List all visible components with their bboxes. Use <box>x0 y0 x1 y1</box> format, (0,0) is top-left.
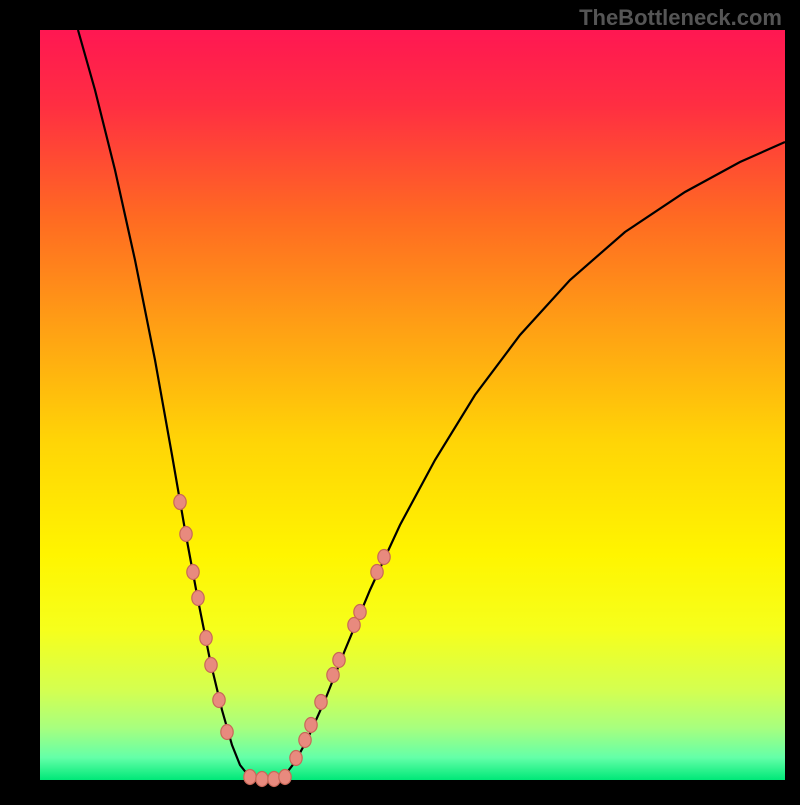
marker-right-0 <box>290 751 302 766</box>
marker-left-4 <box>200 631 212 646</box>
marker-right-5 <box>333 653 345 668</box>
marker-left-5 <box>205 658 217 673</box>
marker-left-7 <box>221 725 233 740</box>
marker-right-7 <box>354 605 366 620</box>
marker-bottom-0 <box>244 770 256 785</box>
marker-bottom-2 <box>268 772 280 787</box>
plot-background <box>40 30 785 780</box>
marker-right-3 <box>315 695 327 710</box>
marker-left-2 <box>187 565 199 580</box>
marker-left-6 <box>213 693 225 708</box>
marker-right-1 <box>299 733 311 748</box>
marker-left-1 <box>180 527 192 542</box>
marker-right-2 <box>305 718 317 733</box>
marker-right-4 <box>327 668 339 683</box>
marker-left-0 <box>174 495 186 510</box>
marker-left-3 <box>192 591 204 606</box>
marker-bottom-1 <box>256 772 268 787</box>
chart-container: TheBottleneck.com <box>0 0 800 800</box>
chart-svg <box>0 0 800 800</box>
marker-right-8 <box>371 565 383 580</box>
marker-right-9 <box>378 550 390 565</box>
watermark-text: TheBottleneck.com <box>579 5 782 31</box>
marker-bottom-3 <box>279 770 291 785</box>
